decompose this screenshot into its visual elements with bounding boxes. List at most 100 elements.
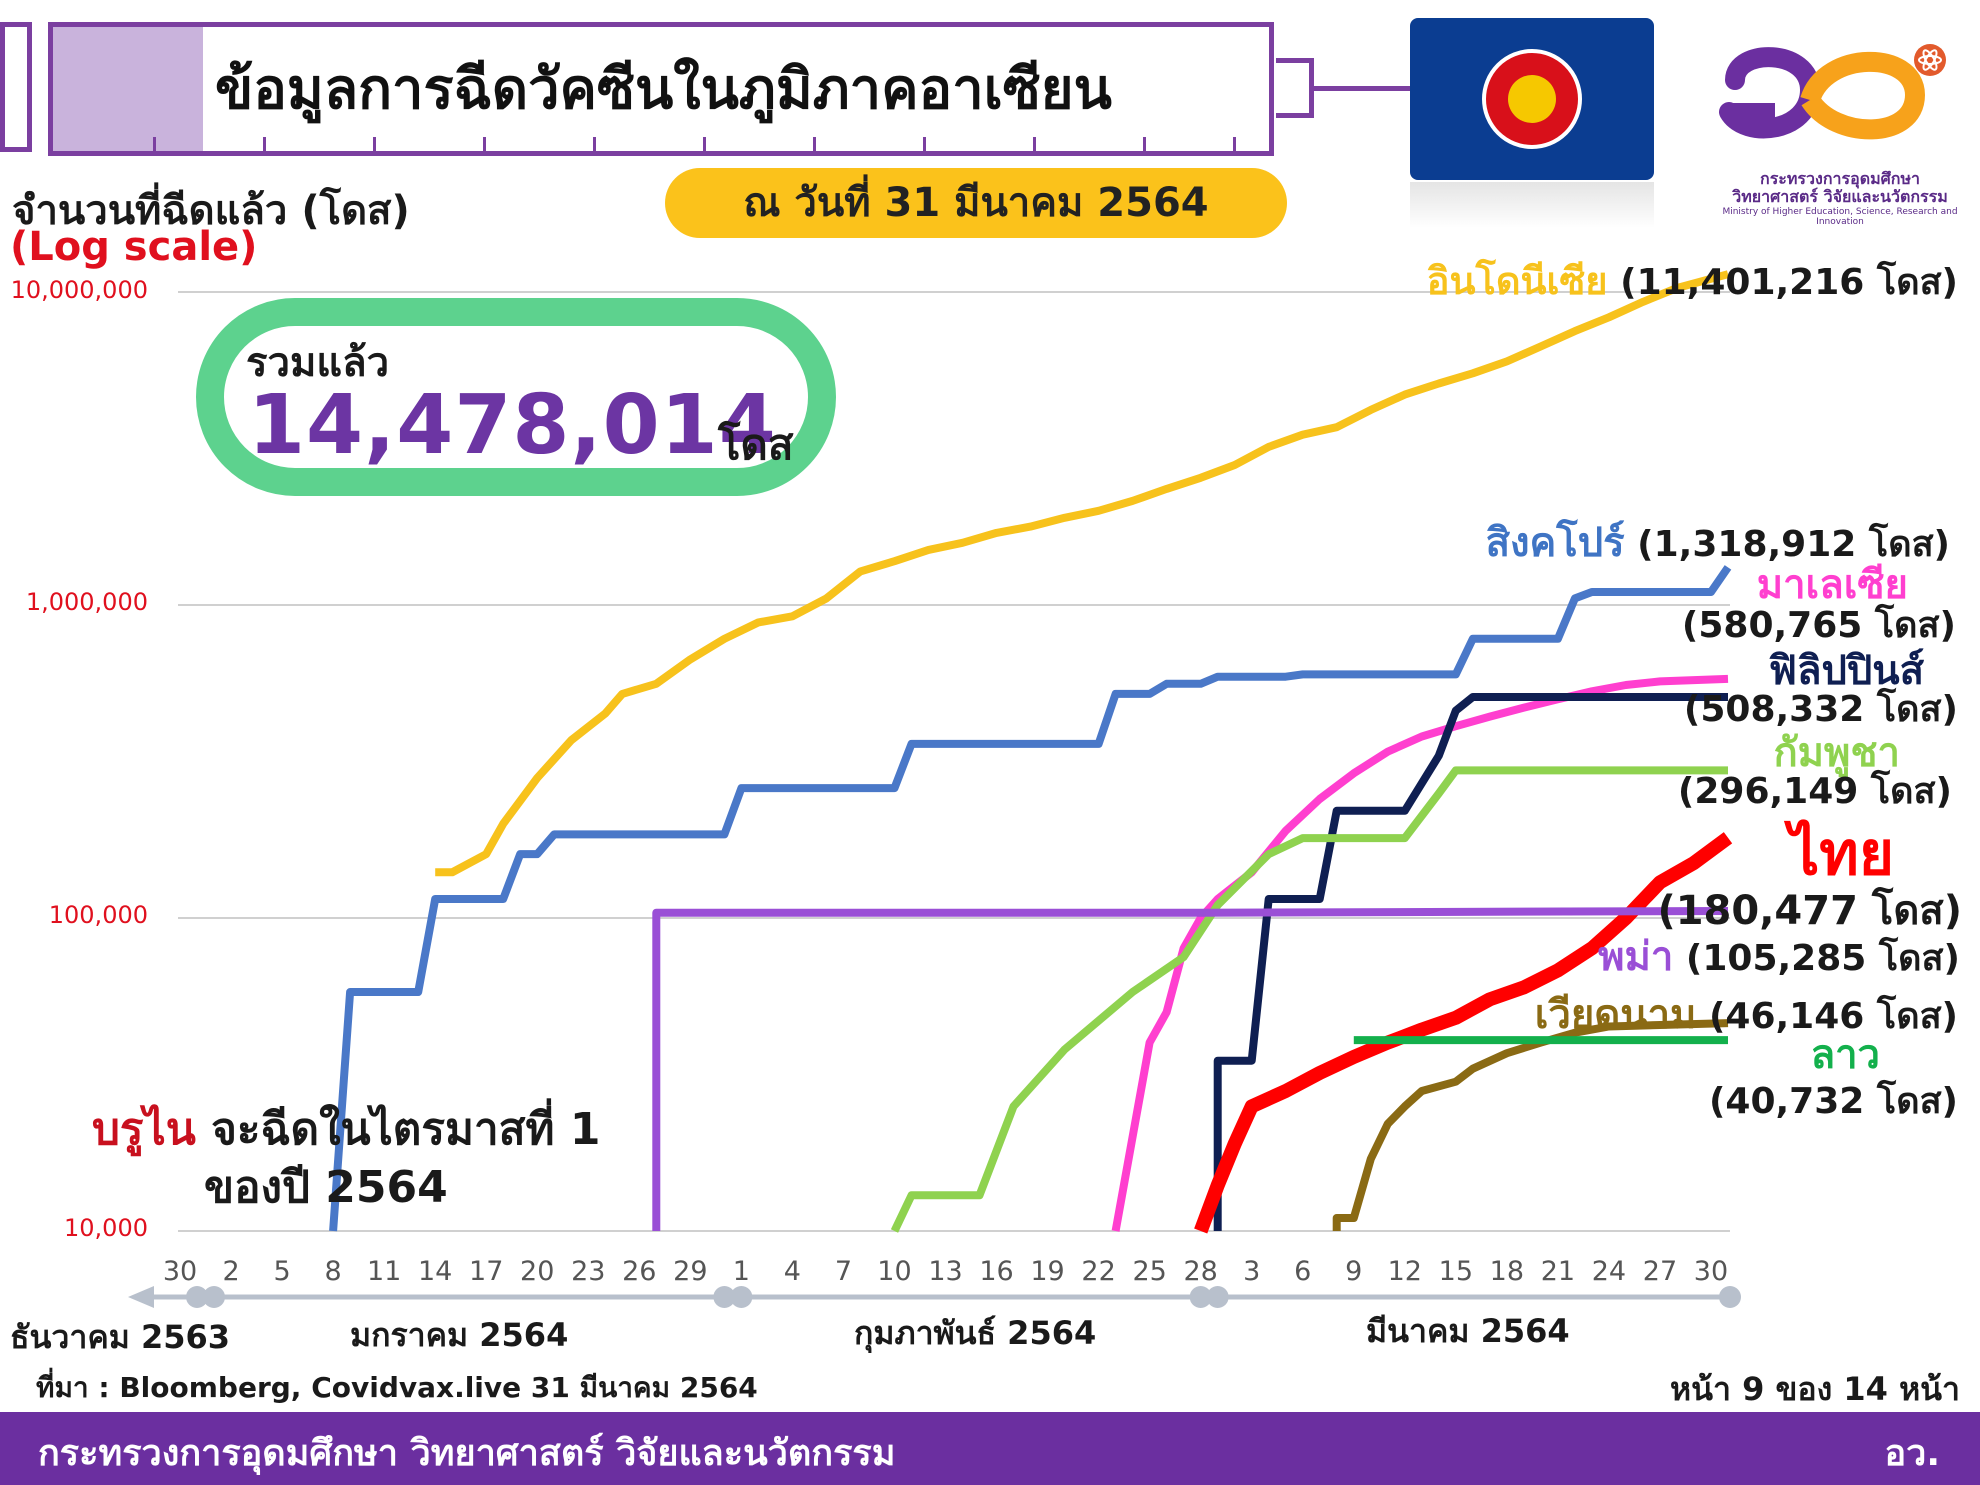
x-tick-label: 9	[1345, 1256, 1362, 1287]
series-line-อินโดนีเซีย	[435, 270, 1730, 877]
arrow-left-icon	[128, 1286, 154, 1308]
x-tick-label: 29	[673, 1256, 707, 1287]
series-total-malaysia: (580,765 โดส)	[1681, 605, 1956, 646]
month-divider-dot	[186, 1286, 209, 1308]
total-label: รวมแล้ว	[246, 340, 390, 386]
x-axis: 30 2 5 8 11 14 17 20 23 26 29 1 4 7 10 13 16 19 22 25 28 3 6 9 1…	[128, 1256, 1741, 1308]
series-line-เวียดนาม	[1332, 1019, 1729, 1231]
month-divider-dot	[203, 1286, 226, 1308]
total-unit: โดส	[718, 420, 794, 469]
ministry-logo-icon	[1719, 44, 1946, 140]
syringe-fill	[53, 27, 203, 151]
footer-bar: กระทรวงการอุดมศึกษา วิทยาศาสตร์ วิจัยและ…	[0, 1412, 1980, 1485]
x-tick-label: 19	[1030, 1256, 1064, 1287]
y-tick-label: 10,000	[64, 1214, 148, 1242]
x-tick-label: 1	[733, 1256, 750, 1287]
syringe-needle	[1314, 86, 1414, 91]
x-tick-label: 10	[877, 1256, 911, 1287]
date-badge: ณ วันที่ 31 มีนาคม 2564	[665, 168, 1287, 238]
x-tick-label: 7	[835, 1256, 852, 1287]
x-tick-label: 18	[1490, 1256, 1524, 1287]
x-tick-label: 11	[367, 1256, 401, 1287]
x-tick-label: 12	[1388, 1256, 1422, 1287]
label-vietnam: เวียดนาม (46,146 โดส)	[1535, 982, 1958, 1046]
series-total: (46,146 โดส)	[1708, 996, 1958, 1037]
series-name: เวียดนาม	[1534, 992, 1697, 1038]
y-tick-label: 10,000,000	[10, 276, 148, 304]
syringe-plunger	[0, 22, 32, 152]
series-total-cambodia: (296,149 โดส)	[1677, 771, 1952, 812]
x-tick-label: 4	[784, 1256, 801, 1287]
x-tick-label: 16	[979, 1256, 1013, 1287]
month-divider-dot	[1206, 1286, 1229, 1308]
syringe-body	[48, 22, 1274, 156]
x-tick-label: 14	[418, 1256, 452, 1287]
x-tick-label: 3	[1243, 1256, 1260, 1287]
ministry-logo-text: กระทรวงการอุดมศึกษา วิทยาศาสตร์ วิจัยและ…	[1700, 169, 1980, 228]
label-indonesia: อินโดนีเซีย (11,401,216 โดส)	[1427, 250, 1958, 311]
x-tick-label: 2	[222, 1256, 239, 1287]
source-note: ที่มา : Bloomberg, Covidvax.live 31 มีนา…	[36, 1371, 758, 1404]
x-tick-label: 28	[1183, 1256, 1217, 1287]
x-tick-label: 27	[1643, 1256, 1677, 1287]
series-line-มาเลเซีย	[1111, 674, 1729, 1232]
x-tick-label: 5	[273, 1256, 290, 1287]
x-tick-label: 30	[163, 1256, 197, 1287]
page-number: หน้า 9 ของ 14 หน้า	[1670, 1370, 1960, 1408]
label-singapore: สิงคโปร์ (1,318,912 โดส)	[1486, 510, 1950, 574]
series-total-laos: (40,732 โดส)	[1708, 1081, 1958, 1122]
footer-ministry: กระทรวงการอุดมศึกษา วิทยาศาสตร์ วิจัยและ…	[38, 1433, 896, 1474]
x-tick-label: 30	[1694, 1256, 1728, 1287]
month-divider-dot	[1719, 1286, 1741, 1308]
series-name: อินโดนีเซีย	[1426, 259, 1608, 303]
y-tick-label: 1,000,000	[25, 588, 148, 616]
total-value: 14,478,014	[248, 378, 777, 473]
month-label-feb: กุมภาพันธ์ 2564	[854, 1314, 1097, 1352]
label-myanmar: พม่า (105,285 โดส)	[1598, 924, 1960, 988]
series-total-thailand: (180,477 โดส)	[1657, 888, 1962, 934]
series-line-พม่า	[652, 907, 1729, 1231]
y-axis-title: จำนวนที่ฉีดแล้ว (โดส)	[12, 188, 410, 234]
month-label-mar: มีนาคม 2564	[1366, 1312, 1570, 1350]
series-name-laos: ลาว	[1810, 1032, 1880, 1078]
month-label-dec: ธันวาคม 2563	[10, 1318, 231, 1356]
series-line-ฟิลิปปินส์	[1213, 693, 1728, 1231]
x-tick-label: 20	[520, 1256, 554, 1287]
series-name-thailand: ไทย	[1789, 819, 1894, 889]
x-tick-label: 15	[1439, 1256, 1473, 1287]
ministry-name-line1: กระทรวงการอุดมศึกษา	[1760, 169, 1920, 188]
ministry-name-en: Ministry of Higher Education, Science, R…	[1722, 206, 1958, 228]
brunei-note: จะฉีดในไตรมาสที่ 1	[211, 1104, 601, 1155]
x-tick-label: 6	[1294, 1256, 1311, 1287]
series-total: (11,401,216 โดส)	[1620, 262, 1958, 303]
grid-lines	[178, 291, 1730, 1232]
series-line-กัมพูชา	[890, 766, 1728, 1233]
y-tick-label: 100,000	[48, 901, 148, 929]
y-axis-scale-note: (Log scale)	[10, 224, 258, 270]
brunei-name: บรูไน	[92, 1104, 196, 1155]
series-total: (105,285 โดส)	[1685, 938, 1960, 979]
month-divider-dot	[1189, 1286, 1212, 1308]
flag-reflection	[1410, 182, 1654, 228]
month-divider-dot	[730, 1286, 753, 1308]
x-tick-label: 13	[928, 1256, 962, 1287]
page-title: ข้อมูลการฉีดวัคซีนในภูมิภาคอาเซียน	[215, 57, 1112, 122]
month-label-jan: มกราคม 2564	[350, 1316, 569, 1354]
syringe-ticks	[53, 135, 1269, 151]
series-name-malaysia: มาเลเซีย	[1756, 562, 1908, 608]
month-divider-dot	[713, 1286, 736, 1308]
ministry-name-line2: วิทยาศาสตร์ วิจัยและนวัตกรรม	[1732, 187, 1948, 207]
series-name-cambodia: กัมพูชา	[1773, 730, 1900, 776]
x-tick-label: 17	[469, 1256, 503, 1287]
series-name: พม่า	[1598, 934, 1674, 980]
series-lines	[329, 270, 1733, 1234]
brunei-annotation: บรูไน จะฉีดในไตรมาสที่ 1	[92, 1094, 600, 1164]
x-tick-label: 24	[1592, 1256, 1626, 1287]
x-tick-label: 8	[325, 1256, 342, 1287]
series-name: สิงคโปร์	[1485, 520, 1625, 566]
series-name-philippines: ฟิลิปปินส์	[1768, 648, 1924, 694]
x-tick-label: 25	[1132, 1256, 1166, 1287]
x-tick-label: 26	[622, 1256, 656, 1287]
brunei-note-line2: ของปี 2564	[204, 1162, 448, 1213]
